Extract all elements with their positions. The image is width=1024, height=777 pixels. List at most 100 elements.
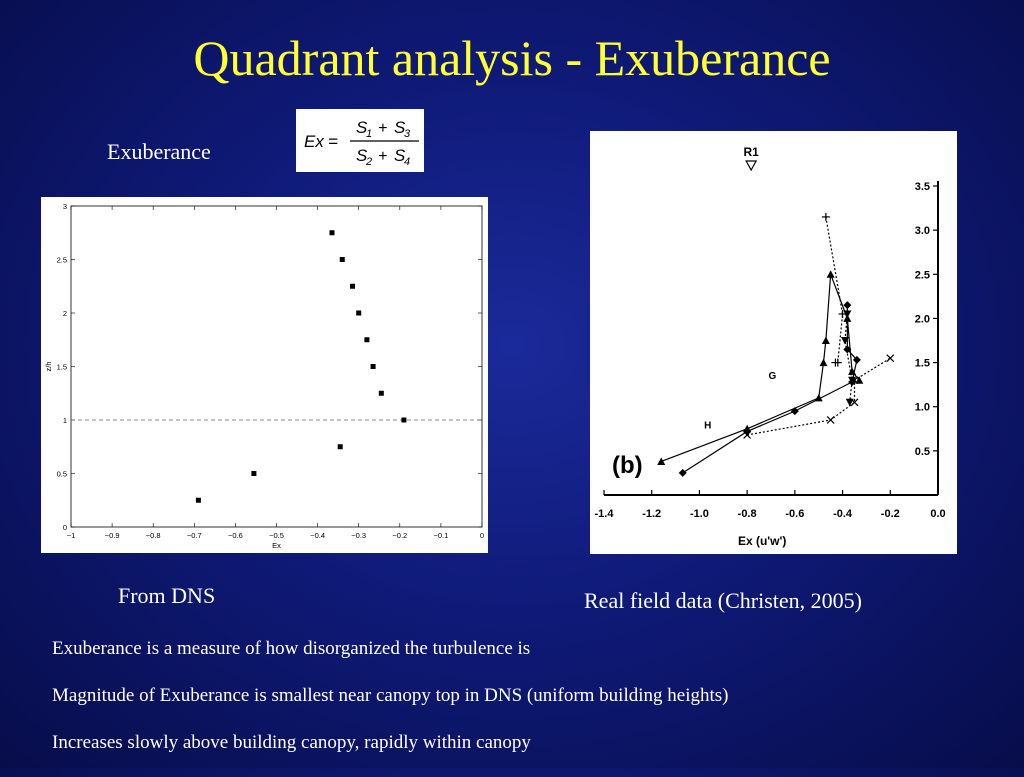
x-tick-label: -1.0	[690, 508, 709, 520]
r1-marker-icon	[745, 160, 758, 172]
diamond-marker	[678, 468, 687, 477]
data-point	[401, 417, 407, 423]
data-point	[350, 283, 356, 289]
down-triangle-marker	[843, 310, 852, 319]
dns-chart-panel: −1 −0.9 −0.8 −0.7 −0.6 −0.5 −0.4 −0.3 −0.2 −0.1 0 0…	[41, 197, 488, 553]
y-tick-label: 2	[63, 309, 67, 318]
slide-title: Quadrant analysis - Exuberance	[193, 30, 831, 86]
x-tick-label: 0	[480, 531, 484, 540]
data-point	[364, 337, 370, 343]
formula-equals: =	[328, 132, 338, 151]
triangle-marker	[819, 358, 828, 367]
y-tick-label: 2.0	[915, 313, 930, 325]
y-tick-label: 2.5	[57, 256, 67, 265]
data-point	[356, 310, 362, 316]
triangle-marker	[855, 376, 864, 384]
y-tick-label: 0.5	[915, 446, 930, 458]
den-sub4: 4	[404, 156, 410, 168]
x-tick-label: −0.3	[351, 531, 366, 540]
data-point	[378, 390, 384, 396]
x-marker-b	[850, 376, 859, 385]
num-sub1: 1	[366, 128, 372, 140]
num-plus: +	[378, 120, 387, 137]
x-tick-label: −0.8	[146, 531, 161, 540]
field-line-chart: -1.4 -1.2 -1.0 -0.8 -0.6 -0.4 -0.2 0.0 0.5 1.0 1.5…	[595, 145, 946, 548]
data-point	[195, 497, 201, 503]
bullet-2: Magnitude of Exuberance is smallest near…	[52, 685, 729, 706]
x-marker-b	[850, 398, 859, 407]
y-tick-label: 0	[63, 523, 67, 532]
den-s2: S	[356, 146, 368, 165]
point-label: G	[769, 371, 777, 382]
num-s3: S	[394, 118, 406, 137]
diamond-marker	[843, 301, 852, 310]
x-tick-label: −0.2	[392, 531, 407, 540]
x-tick-label: −1	[67, 531, 76, 540]
bullet-1: Exuberance is a measure of how disorgani…	[52, 638, 531, 659]
point-label: H	[704, 420, 711, 431]
series-line-x	[747, 357, 891, 436]
y-tick-label: 1.0	[915, 402, 930, 414]
dns-scatter-chart: −1 −0.9 −0.8 −0.7 −0.6 −0.5 −0.4 −0.3 −0.2 −0.1 0 0…	[44, 202, 484, 550]
exuberance-formula: Ex = S 1 + S 3 S 2 + S 4	[296, 109, 424, 172]
down-triangle-marker	[840, 337, 849, 345]
dns-caption: From DNS	[118, 583, 216, 608]
field-chart-panel: -1.4 -1.2 -1.0 -0.8 -0.6 -0.4 -0.2 0.0 0.5 1.0 1.5…	[590, 131, 957, 554]
series-line-triangle	[661, 274, 860, 463]
x-tick-label: -0.6	[785, 508, 804, 520]
x-tick-label: −0.9	[105, 531, 120, 540]
y-tick-label: 3.5	[915, 181, 930, 193]
series-line-down-triangle	[844, 313, 853, 403]
x-marker-b	[886, 354, 895, 363]
y-tick-label: 1	[63, 416, 67, 425]
x-tick-label: -0.4	[833, 508, 853, 520]
diamond-marker	[790, 407, 799, 416]
triangle-marker	[821, 336, 830, 344]
y-tick-label: 0.5	[57, 470, 67, 479]
x-tick-label: −0.4	[310, 531, 325, 540]
plot-frame	[70, 205, 483, 528]
diamond-marker	[852, 355, 861, 364]
y-tick-label: 3.0	[915, 225, 930, 237]
den-plus: +	[378, 148, 387, 165]
x-marker-b	[826, 416, 835, 424]
series-line-diamond	[682, 305, 858, 474]
data-point	[370, 364, 376, 369]
data-point	[337, 444, 343, 450]
bullet-3: Increases slowly above building canopy, …	[52, 732, 531, 753]
y-tick-label: 1.5	[57, 363, 67, 372]
data-point	[339, 257, 345, 262]
x-tick-label: -1.2	[642, 508, 661, 520]
formula-svg: Ex = S 1 + S 3 S 2 + S 4	[304, 118, 419, 168]
x-tick-label: −0.5	[269, 531, 284, 540]
y-tick-label: 2.5	[915, 269, 930, 281]
y-tick-label: 3	[63, 202, 67, 211]
x-axis-label: Ex	[272, 541, 281, 550]
down-triangle-marker	[845, 398, 854, 407]
x-tick-label: 0.0	[930, 508, 945, 520]
x-tick-label: −0.6	[228, 531, 243, 540]
y-tick-label: 1.5	[915, 358, 930, 370]
y-axis-label: z/h	[44, 361, 53, 371]
den-s4: S	[394, 146, 406, 165]
exuberance-label: Exuberance	[107, 139, 211, 164]
x-tick-label: −0.1	[433, 531, 448, 540]
x-tick-label: -1.4	[595, 508, 615, 520]
triangle-marker	[826, 270, 835, 278]
x-axis-label: Ex (u'w')	[738, 534, 786, 548]
series-line-plus	[825, 216, 844, 364]
bullet-list: Exuberance is a measure of how disorgani…	[52, 636, 728, 777]
x-marker-b	[743, 431, 752, 439]
num-s1: S	[356, 118, 368, 137]
field-caption: Real field data (Christen, 2005)	[584, 588, 862, 613]
panel-label: (b)	[612, 452, 643, 479]
data-point	[329, 230, 335, 236]
x-tick-label: -0.8	[738, 508, 757, 520]
down-triangle-marker	[848, 376, 857, 385]
formula-lhs: Ex	[304, 132, 324, 151]
data-point	[251, 471, 257, 476]
triangle-marker	[657, 457, 666, 465]
num-sub3: 3	[404, 128, 411, 140]
den-sub2: 2	[365, 156, 372, 168]
r1-label: R1	[743, 145, 759, 159]
